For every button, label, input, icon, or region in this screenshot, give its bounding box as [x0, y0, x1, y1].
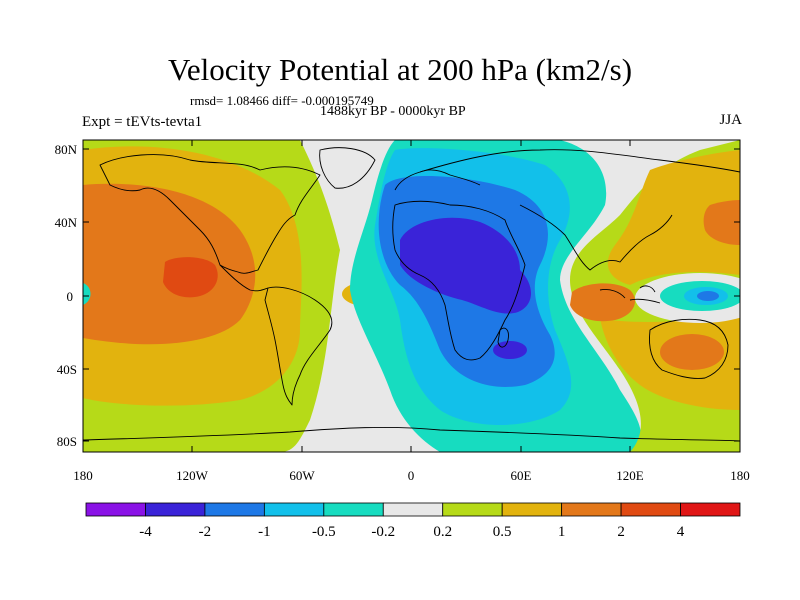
lat-label: 40N — [55, 215, 78, 230]
coast-indonesia — [599, 285, 661, 304]
coast-north-america — [99, 154, 321, 274]
lon-label: 180 — [730, 468, 750, 483]
lon-label: 60E — [511, 468, 532, 483]
lat-label: 80N — [55, 142, 78, 157]
colorbar-box — [501, 502, 563, 517]
coast-south-america — [264, 286, 333, 406]
sea-orange-region — [570, 283, 635, 322]
lon-label: 120W — [176, 468, 209, 483]
coast-europe — [394, 169, 481, 191]
colorbar-label: 4 — [677, 524, 685, 540]
colorbar-label: 2 — [617, 524, 625, 540]
australia-orange-region — [660, 334, 724, 370]
lat-label: 40S — [57, 362, 77, 377]
coast-eurasia — [419, 149, 740, 271]
experiment-label: Expt = tEVts-tevta1 — [82, 114, 203, 130]
colorbar-label: -1 — [258, 524, 271, 540]
coast-antarctica — [83, 426, 740, 442]
lat-label: 0 — [67, 289, 74, 304]
season-label: JJA — [719, 112, 742, 128]
colorbar-box — [680, 502, 741, 517]
madagascar-deepblue-core — [493, 341, 527, 359]
colorbar-box — [145, 502, 206, 517]
westpac-gold-north — [607, 150, 740, 285]
lon-label: 0 — [408, 468, 415, 483]
lon-label: 180 — [73, 468, 93, 483]
colorbar-label: 0.5 — [493, 524, 512, 540]
colorbar: -4 -2 -1 -0.5 -0.2 0.2 0.5 1 2 4 — [85, 502, 741, 540]
colorbar-box — [442, 502, 503, 517]
colorbar-box — [263, 502, 325, 517]
colorbar-box — [382, 502, 444, 517]
map-axes — [82, 140, 741, 452]
tick-labels: 80N 40N 0 40S 80S 180 120W 60W 0 60E 120… — [55, 142, 750, 483]
colorbar-label: -2 — [199, 524, 212, 540]
lat-label: 80S — [57, 434, 77, 449]
colorbar-box — [85, 502, 146, 517]
colorbar-label: 1 — [558, 524, 566, 540]
lon-label: 60W — [289, 468, 315, 483]
africa-deepblue-core — [400, 217, 532, 314]
coast-madagascar — [497, 327, 509, 348]
coast-central-america — [219, 264, 269, 292]
dateline-teal-west — [83, 283, 91, 305]
colorbar-box — [620, 502, 681, 517]
coastlines — [83, 147, 740, 442]
coast-australia — [649, 318, 729, 379]
colorbar-label: -0.2 — [371, 524, 395, 540]
colorbar-label: -4 — [139, 524, 152, 540]
colorbar-box — [323, 502, 384, 517]
lon-label: 120E — [616, 468, 644, 483]
westpac-orange-north — [703, 200, 740, 245]
period-text: 1488kyr BP - 0000kyr BP — [320, 104, 466, 119]
colorbar-box — [204, 502, 265, 517]
colorbar-box — [561, 502, 622, 517]
westpac-blue-anomaly — [697, 291, 719, 301]
pacific-redorange-core — [163, 257, 218, 298]
coast-africa — [392, 200, 526, 361]
chart-title: Velocity Potential at 200 hPa (km2/s) — [167, 52, 633, 87]
coast-greenland — [319, 147, 376, 189]
colorbar-label: 0.2 — [433, 524, 452, 540]
velocity-potential-field — [83, 140, 740, 452]
colorbar-label: -0.5 — [312, 524, 336, 540]
rmsd-diff-text: rmsd= 1.08466 diff= -0.000195749 — [190, 93, 374, 108]
